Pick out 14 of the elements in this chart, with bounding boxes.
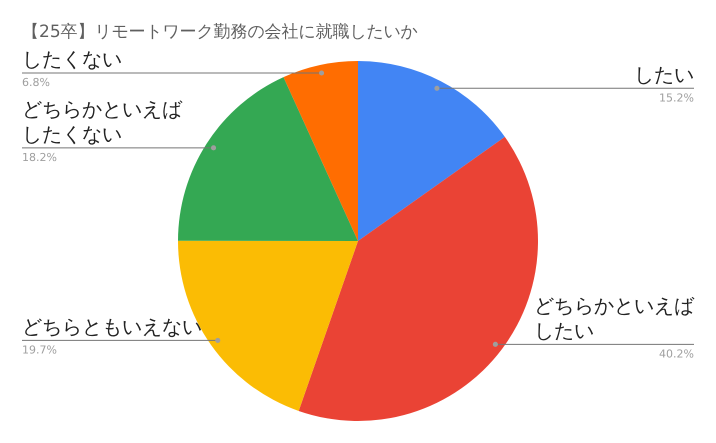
data-label: 15.2% (659, 91, 694, 104)
slice-label: どちらともいえない (22, 314, 202, 338)
data-label: 18.2% (22, 150, 57, 164)
data-label: 6.8% (22, 76, 50, 89)
pie-slice (358, 61, 505, 241)
pie-slice (298, 136, 538, 421)
slice-label: どちらかといえばしたくない (22, 96, 183, 146)
slice-label: どちらかといえばしたい (534, 293, 695, 342)
data-label: 19.7% (22, 343, 57, 356)
chart-title: 【25卒】リモートワーク勤務の会社に就職したいか (22, 22, 418, 42)
data-label: 40.2% (659, 347, 694, 360)
slice-label: したくない (22, 47, 122, 71)
pie-slice (283, 61, 358, 241)
slice-label: したい (634, 62, 694, 86)
